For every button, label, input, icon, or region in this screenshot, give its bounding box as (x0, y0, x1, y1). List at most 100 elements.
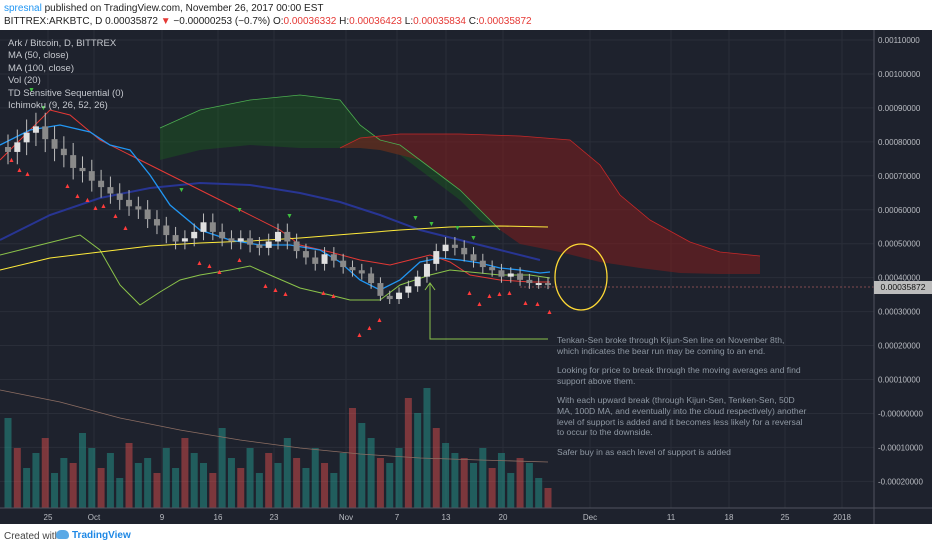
candle-body (535, 283, 542, 286)
annotation-p4: Safer buy in as each level of support is… (557, 446, 731, 457)
cloud-bull-area (160, 95, 500, 230)
candle-body (163, 225, 170, 236)
candle-body (451, 244, 458, 248)
td-sell-mark: ▲ (506, 290, 513, 297)
candle-body (461, 247, 468, 255)
volume-bar (227, 458, 235, 508)
candle-body (116, 193, 123, 200)
candle-body (433, 251, 440, 264)
symbol-label: BITTREX:ARKBTC, D (4, 16, 106, 27)
o-value: 0.00036332 (283, 16, 337, 27)
candle-body (256, 244, 263, 248)
volume-bar (330, 473, 338, 508)
volume-bar (4, 418, 12, 508)
volume-bar (265, 453, 273, 508)
c-value: 0.00035872 (478, 16, 532, 27)
volume-bar (348, 408, 356, 508)
volume-bar (423, 388, 431, 508)
annotation-arrow (429, 283, 548, 340)
ohlc-line: BITTREX:ARKBTC, D 0.00035872 ▼ −0.000002… (4, 16, 532, 27)
chart-header: spresnal published on TradingView.com, N… (0, 0, 932, 30)
tenkan-line (0, 109, 550, 283)
x-tick-label: 11 (667, 513, 676, 522)
volume-bar (153, 473, 161, 508)
ma100-line (0, 181, 541, 261)
candle-body (423, 263, 430, 277)
legend-ichimoku[interactable]: Ichimoku (9, 26, 52, 26) (8, 100, 108, 112)
candle-body (98, 180, 105, 188)
legend-ma100[interactable]: MA (100, close) (8, 62, 74, 74)
legend-td[interactable]: TD Sensitive Sequential (0) (8, 87, 124, 99)
volume-bar (293, 458, 301, 508)
td-sell-mark: ▲ (216, 269, 223, 276)
candle-body (172, 235, 179, 242)
price-chart[interactable]: ▲▲▲▲▲▲▲ ▲▲▲▲ ▲▲▲▲▲▲ ▲ ▲▲▲▲▲▲▲ ▲ ▲▲ ▲▲▼▼▼▼▼ ▼▼▼▼ … (0, 30, 932, 524)
x-tick-label: Nov (339, 513, 353, 522)
x-tick-label: 13 (442, 513, 451, 522)
volume-bar (69, 463, 77, 508)
l-label: L: (402, 16, 414, 27)
volume-bar (97, 468, 105, 508)
volume-bar (88, 448, 96, 508)
y-tick-label: 0.00100000 (878, 70, 921, 79)
tradingview-logo[interactable]: TradingView (56, 530, 131, 541)
legend-ma50[interactable]: MA (50, close) (8, 50, 69, 62)
candle-body (209, 222, 216, 232)
candle-body (507, 273, 514, 277)
candle-body (377, 283, 384, 296)
candle-body (153, 219, 160, 226)
candle-body (526, 279, 533, 284)
candle-body (32, 126, 39, 133)
volume-bar (60, 458, 68, 508)
td-sell-mark: ▲ (100, 203, 107, 210)
td-sell-mark: ▲ (92, 205, 99, 212)
tradingview-cloud-icon (56, 530, 69, 539)
change-value: −0.00000253 (−0.7%) (170, 16, 273, 27)
y-tick-label: 0.00040000 (878, 274, 921, 283)
created-with-label: Created with (4, 531, 61, 542)
candle-body (237, 238, 244, 242)
volume-bar (386, 463, 394, 508)
x-tick-label: 25 (781, 513, 790, 522)
indicator-legend: Ark / Bitcoin, D, BITTREX MA (50, close)… (8, 38, 124, 112)
chart-panel[interactable]: ▲ ▲ ▲ ▲ ▲ ▲ ▲ ▲ ▲ ▲ ▲ ▲ ▲ ▲ ▲ ▲ ▲ ▲ ▲ ▲ ▲ ▲ ▲ ▲ ▲ ▲ ▲ ▲ ▲ ▲ ▼ ▼ ▼ ▼ ▼ ▼ ▼ ▼ ▼ … (0, 30, 932, 524)
td-sell-mark: ▲ (476, 301, 483, 308)
legend-vol[interactable]: Vol (20) (8, 75, 41, 87)
volume-bar (283, 438, 291, 508)
volume-bars (0, 388, 552, 508)
h-label: H: (336, 16, 350, 27)
y-tick-label: 0.00020000 (878, 342, 921, 351)
legend-title[interactable]: Ark / Bitcoin, D, BITTREX (8, 38, 117, 49)
candle-body (302, 251, 309, 258)
candle-body (70, 155, 77, 168)
candle-body (470, 254, 477, 261)
td-sell-mark: ▲ (522, 300, 529, 307)
td-sell-mark: ▲ (112, 213, 119, 220)
candle-body (396, 292, 403, 300)
candle-body (545, 283, 551, 286)
last-price-tag: 0.00035872 (874, 281, 932, 294)
annotation-p1: Tenkan-Sen broke through Kijun-Sen line … (557, 335, 785, 356)
candle-body (126, 199, 133, 207)
author-link[interactable]: spresnal (4, 3, 42, 14)
candle-body (330, 254, 337, 261)
td-sell-mark: ▲ (206, 263, 213, 270)
kijun-line (0, 234, 551, 306)
volume-bar (395, 448, 403, 508)
volume-bar (237, 468, 245, 508)
volume-bar (507, 473, 515, 508)
volume-bar (339, 453, 347, 508)
candle-body (79, 167, 86, 172)
volume-bar (23, 468, 31, 508)
annotation-text: Tenkan-Sen broke through Kijun-Sen line … (557, 335, 807, 466)
y-tick-label: 0.00070000 (878, 172, 921, 181)
volume-bar (116, 478, 124, 508)
td-sell-mark: ▲ (534, 301, 541, 308)
y-tick-label: -0.00020000 (878, 477, 923, 486)
publish-text: published on TradingView.com, November 2… (41, 3, 324, 14)
volume-bar (451, 453, 459, 508)
highlight-circle (554, 243, 608, 311)
candle-body (51, 139, 58, 149)
td-sell-mark: ▲ (84, 197, 91, 204)
volume-bar (479, 448, 487, 508)
